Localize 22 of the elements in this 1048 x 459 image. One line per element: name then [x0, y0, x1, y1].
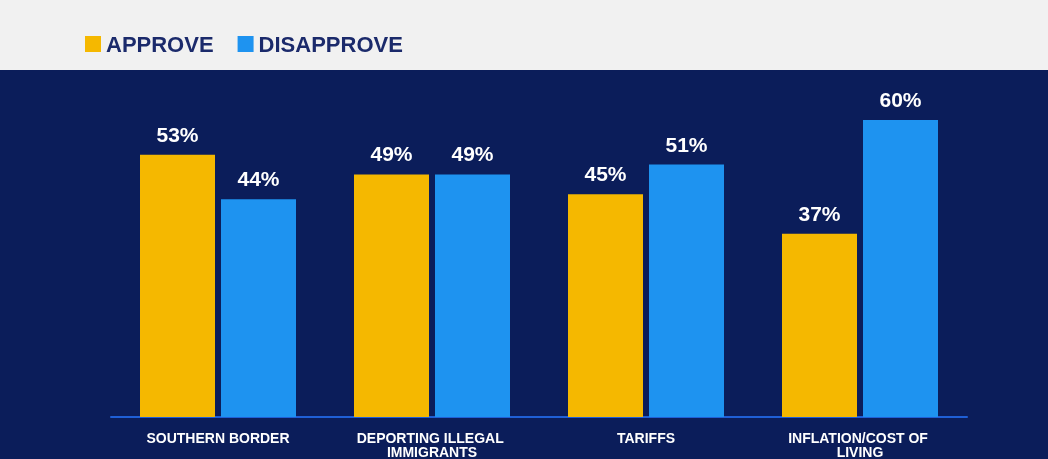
legend-label: APPROVE: [106, 31, 214, 57]
bar: [140, 154, 215, 417]
data-label: 45%: [584, 162, 627, 186]
bar: [435, 174, 510, 417]
bar: [354, 174, 429, 417]
data-label: 37%: [798, 201, 841, 225]
x-tick-label: INFLATION/COST OF LIVING: [788, 430, 932, 459]
x-tick-label: DEPORTING ILLEGAL IMMIGRANTS: [356, 430, 508, 459]
bar: [863, 120, 938, 417]
data-label: 49%: [370, 142, 413, 166]
data-label: 49%: [451, 142, 494, 166]
x-tick-label: SOUTHERN BORDER: [146, 430, 290, 446]
data-label: 60%: [879, 88, 922, 111]
data-label: 51%: [665, 132, 708, 156]
bar: [649, 164, 724, 417]
bar: [568, 194, 643, 417]
x-tick-label: TARIFFS: [616, 430, 676, 446]
data-label: 53%: [156, 122, 199, 146]
bar: [221, 199, 296, 417]
legend-label: DISAPPROVE: [258, 31, 403, 57]
data-label: 44%: [237, 167, 280, 191]
bar: [782, 233, 857, 417]
